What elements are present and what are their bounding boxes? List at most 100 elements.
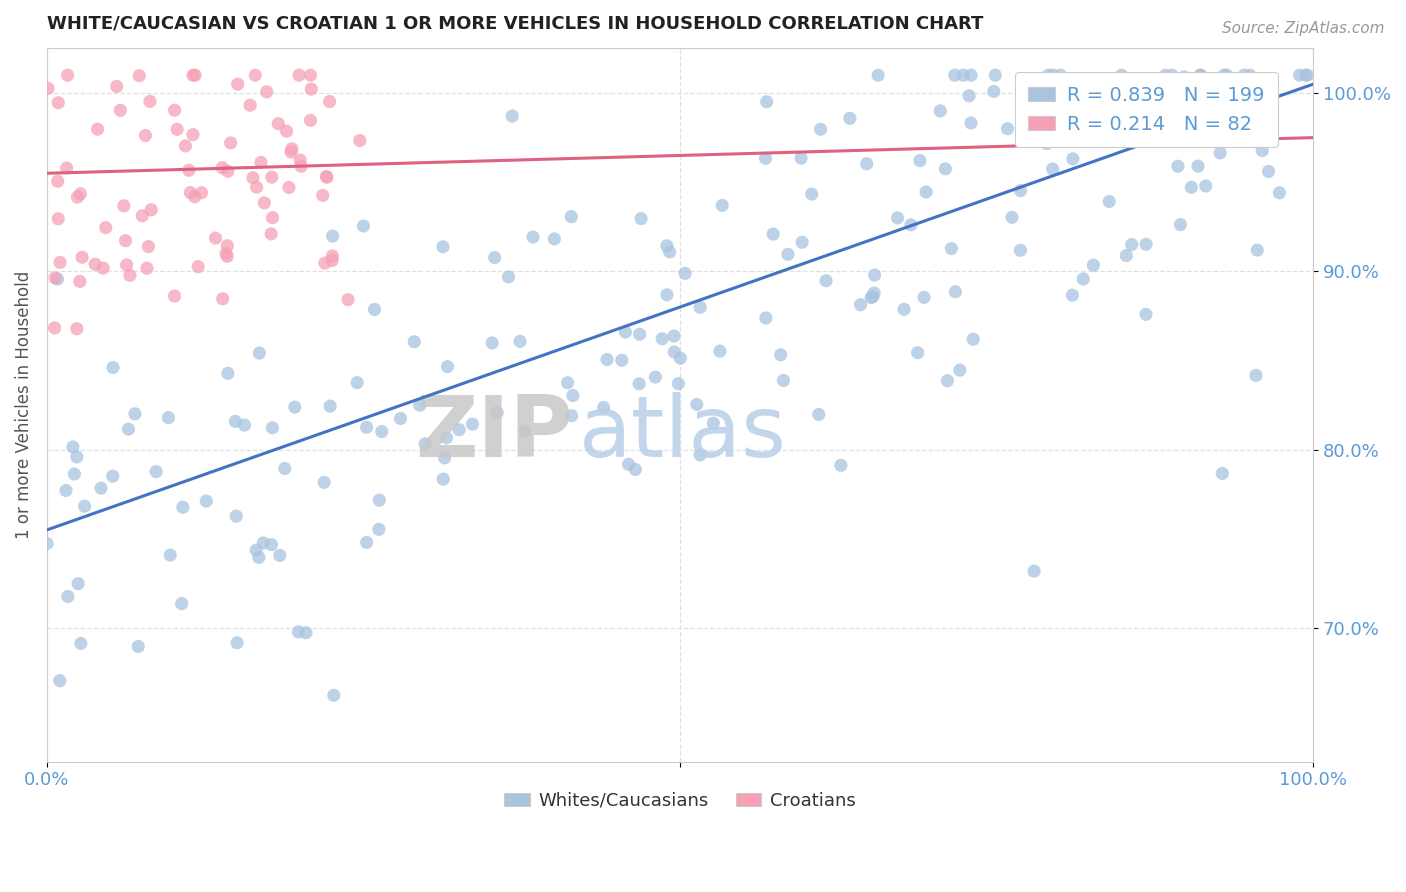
Point bbox=[124, 407, 146, 421]
Point bbox=[166, 122, 188, 136]
Point bbox=[1195, 179, 1218, 194]
Point bbox=[247, 550, 270, 565]
Point bbox=[1227, 116, 1250, 130]
Point bbox=[1173, 70, 1195, 84]
Point bbox=[105, 79, 128, 94]
Point bbox=[66, 450, 89, 464]
Point bbox=[509, 334, 531, 349]
Point bbox=[46, 95, 69, 110]
Point bbox=[49, 673, 72, 688]
Point bbox=[46, 174, 69, 188]
Point bbox=[138, 239, 160, 253]
Point bbox=[984, 68, 1007, 82]
Point bbox=[127, 640, 149, 654]
Point bbox=[860, 291, 883, 305]
Point bbox=[1257, 164, 1279, 178]
Point bbox=[1268, 186, 1291, 200]
Point bbox=[134, 128, 156, 143]
Point bbox=[957, 88, 980, 103]
Point bbox=[352, 219, 374, 233]
Point bbox=[217, 367, 239, 381]
Point bbox=[908, 153, 931, 168]
Point bbox=[219, 136, 242, 150]
Point bbox=[1189, 68, 1212, 82]
Point bbox=[1189, 68, 1212, 82]
Point bbox=[628, 376, 651, 391]
Point bbox=[501, 109, 523, 123]
Point bbox=[225, 509, 247, 524]
Point bbox=[1213, 68, 1236, 82]
Point bbox=[949, 363, 972, 377]
Point bbox=[1211, 467, 1233, 481]
Point bbox=[900, 218, 922, 232]
Point bbox=[56, 68, 79, 82]
Point bbox=[433, 450, 456, 465]
Point bbox=[651, 332, 673, 346]
Point bbox=[1115, 248, 1137, 262]
Point bbox=[226, 77, 249, 91]
Point bbox=[179, 186, 201, 200]
Point bbox=[269, 549, 291, 563]
Point bbox=[181, 128, 204, 142]
Point bbox=[610, 353, 633, 368]
Point bbox=[299, 82, 322, 96]
Point bbox=[101, 469, 124, 483]
Point bbox=[1153, 82, 1175, 96]
Point bbox=[63, 467, 86, 481]
Point bbox=[1187, 159, 1209, 173]
Point bbox=[290, 159, 312, 173]
Point bbox=[1296, 68, 1319, 82]
Point bbox=[35, 536, 58, 550]
Point bbox=[69, 274, 91, 288]
Point bbox=[110, 103, 132, 118]
Point bbox=[658, 244, 681, 259]
Point bbox=[1216, 68, 1239, 82]
Point bbox=[893, 302, 915, 317]
Point bbox=[614, 325, 637, 339]
Point bbox=[1233, 68, 1256, 82]
Point bbox=[1175, 71, 1198, 86]
Point bbox=[314, 475, 336, 490]
Point bbox=[367, 522, 389, 536]
Point bbox=[204, 231, 226, 245]
Point bbox=[432, 472, 454, 486]
Point bbox=[644, 370, 666, 384]
Point bbox=[666, 376, 689, 391]
Point bbox=[217, 164, 239, 178]
Point bbox=[44, 321, 66, 335]
Point bbox=[560, 210, 582, 224]
Point bbox=[1170, 218, 1192, 232]
Point bbox=[1001, 211, 1024, 225]
Point bbox=[262, 421, 284, 435]
Point bbox=[762, 227, 785, 241]
Point bbox=[1022, 564, 1045, 578]
Point bbox=[211, 161, 233, 175]
Point bbox=[163, 289, 186, 303]
Point bbox=[1042, 161, 1064, 176]
Legend: Whites/Caucasians, Croatians: Whites/Caucasians, Croatians bbox=[496, 784, 863, 817]
Point bbox=[321, 249, 343, 263]
Point bbox=[413, 437, 436, 451]
Point bbox=[997, 121, 1019, 136]
Point bbox=[689, 301, 711, 315]
Point bbox=[815, 274, 838, 288]
Point bbox=[267, 117, 290, 131]
Point bbox=[1257, 87, 1279, 101]
Point bbox=[936, 374, 959, 388]
Point bbox=[655, 287, 678, 301]
Point bbox=[299, 68, 322, 82]
Point bbox=[252, 536, 274, 550]
Point bbox=[669, 351, 692, 366]
Point bbox=[561, 409, 583, 423]
Point bbox=[46, 272, 69, 286]
Point bbox=[70, 250, 93, 264]
Point bbox=[1118, 93, 1140, 107]
Point bbox=[432, 240, 454, 254]
Point bbox=[711, 198, 734, 212]
Point bbox=[800, 187, 823, 202]
Point bbox=[195, 494, 218, 508]
Point bbox=[276, 124, 298, 138]
Point bbox=[118, 268, 141, 283]
Point bbox=[190, 186, 212, 200]
Point bbox=[66, 190, 89, 204]
